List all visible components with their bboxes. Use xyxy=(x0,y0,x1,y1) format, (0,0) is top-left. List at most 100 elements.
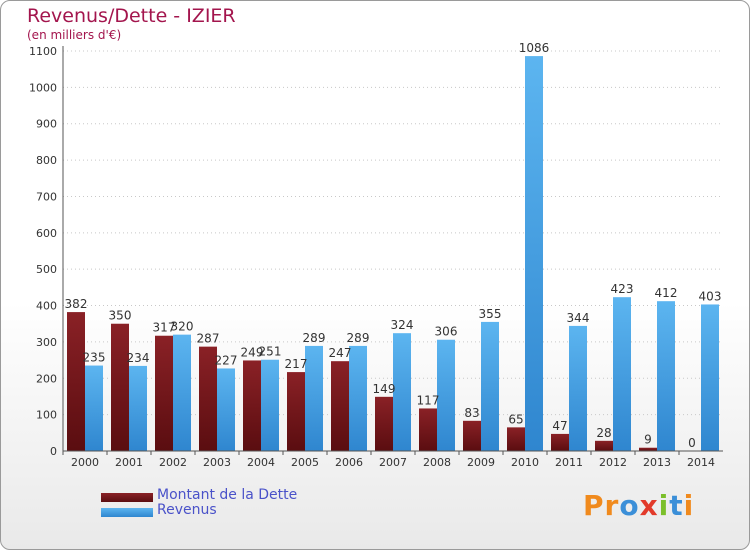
bar-dette xyxy=(507,427,525,451)
bar-revenus xyxy=(305,345,323,451)
value-label-dette: 65 xyxy=(508,412,523,426)
value-label-dette: 0 xyxy=(688,436,696,450)
bar-dette xyxy=(595,440,613,451)
legend-swatch-dette xyxy=(101,493,153,502)
bar-dette xyxy=(375,396,393,451)
logo-letter: P xyxy=(583,489,605,522)
bar-dette xyxy=(155,335,173,451)
y-tick-label: 200 xyxy=(36,372,57,385)
bar-revenus xyxy=(85,365,103,451)
x-tick-label: 2004 xyxy=(247,456,275,469)
value-label-dette: 317 xyxy=(153,321,176,335)
y-tick-label: 300 xyxy=(36,336,57,349)
logo-letter: x xyxy=(639,489,659,522)
value-label-dette: 249 xyxy=(241,345,264,359)
value-label-dette: 287 xyxy=(197,332,220,346)
value-label-revenus: 412 xyxy=(655,286,678,300)
x-tick-label: 2001 xyxy=(115,456,143,469)
logo-letter: r xyxy=(604,489,620,522)
chart-subtitle: (en milliers d'€) xyxy=(27,28,122,42)
bar-revenus xyxy=(613,297,631,451)
bar-dette xyxy=(551,433,569,451)
bar-dette xyxy=(67,312,85,451)
value-label-revenus: 344 xyxy=(567,311,590,325)
value-label-revenus: 403 xyxy=(699,289,722,303)
value-label-dette: 350 xyxy=(109,309,132,323)
y-tick-label: 600 xyxy=(36,227,57,240)
x-tick-label: 2012 xyxy=(599,456,627,469)
value-label-dette: 382 xyxy=(65,297,88,311)
y-tick-label: 400 xyxy=(36,300,57,313)
logo-letter: o xyxy=(619,489,640,522)
value-label-revenus: 306 xyxy=(435,325,458,339)
bar-revenus xyxy=(481,321,499,451)
bar-revenus xyxy=(217,368,235,451)
legend-label-revenus: Revenus xyxy=(157,502,217,518)
value-label-revenus: 355 xyxy=(479,307,502,321)
value-label-dette: 149 xyxy=(373,382,396,396)
bar-revenus xyxy=(129,365,147,451)
bar-dette xyxy=(419,408,437,451)
y-tick-label: 100 xyxy=(36,409,57,422)
bar-revenus xyxy=(173,334,191,451)
y-tick-label: 800 xyxy=(36,154,57,167)
bar-revenus xyxy=(569,325,587,451)
value-label-revenus: 235 xyxy=(83,351,106,365)
bar-dette xyxy=(331,361,349,451)
y-tick-label: 1100 xyxy=(29,45,57,58)
value-label-dette: 217 xyxy=(285,357,308,371)
legend-swatch-revenus xyxy=(101,508,153,517)
y-tick-label: 0 xyxy=(50,445,57,458)
bar-revenus xyxy=(393,333,411,451)
bar-dette xyxy=(199,346,217,451)
proxiti-logo: Proxiti xyxy=(583,489,694,522)
legend-label-dette: Montant de la Dette xyxy=(157,487,298,503)
bar-dette xyxy=(639,447,657,451)
value-label-revenus: 320 xyxy=(171,320,194,334)
bar-revenus xyxy=(437,339,455,451)
value-label-dette: 247 xyxy=(329,346,352,360)
value-label-revenus: 1086 xyxy=(519,41,550,55)
bar-revenus xyxy=(525,56,543,451)
value-label-revenus: 324 xyxy=(391,318,414,332)
x-tick-label: 2013 xyxy=(643,456,671,469)
bar-revenus xyxy=(261,359,279,451)
logo-letter: t xyxy=(669,489,684,522)
y-tick-label: 700 xyxy=(36,190,57,203)
y-tick-label: 1000 xyxy=(29,81,57,94)
x-tick-label: 2005 xyxy=(291,456,319,469)
x-tick-label: 2009 xyxy=(467,456,495,469)
bar-dette xyxy=(243,360,261,451)
x-tick-label: 2000 xyxy=(71,456,99,469)
x-tick-label: 2008 xyxy=(423,456,451,469)
x-tick-label: 2003 xyxy=(203,456,231,469)
value-label-revenus: 227 xyxy=(215,353,238,367)
value-label-revenus: 289 xyxy=(303,331,326,345)
value-label-dette: 83 xyxy=(464,406,479,420)
value-label-revenus: 289 xyxy=(347,331,370,345)
bar-revenus xyxy=(349,345,367,451)
x-tick-label: 2007 xyxy=(379,456,407,469)
value-label-revenus: 423 xyxy=(611,282,634,296)
value-label-dette: 28 xyxy=(596,426,611,440)
bar-dette xyxy=(111,323,129,451)
x-tick-label: 2010 xyxy=(511,456,539,469)
bar-revenus xyxy=(657,301,675,451)
value-label-dette: 117 xyxy=(417,393,440,407)
bar-dette xyxy=(287,372,305,451)
bar-revenus xyxy=(701,304,719,451)
x-tick-label: 2011 xyxy=(555,456,583,469)
bar-dette xyxy=(463,420,481,451)
x-tick-label: 2006 xyxy=(335,456,363,469)
x-tick-label: 2014 xyxy=(687,456,715,469)
value-label-dette: 9 xyxy=(644,433,652,447)
chart-title: Revenus/Dette - IZIER xyxy=(27,5,236,27)
logo-letter: i xyxy=(683,489,695,522)
logo-letter: i xyxy=(658,489,670,522)
value-label-revenus: 234 xyxy=(127,351,150,365)
y-tick-label: 500 xyxy=(36,263,57,276)
x-tick-label: 2002 xyxy=(159,456,187,469)
y-tick-label: 900 xyxy=(36,118,57,131)
